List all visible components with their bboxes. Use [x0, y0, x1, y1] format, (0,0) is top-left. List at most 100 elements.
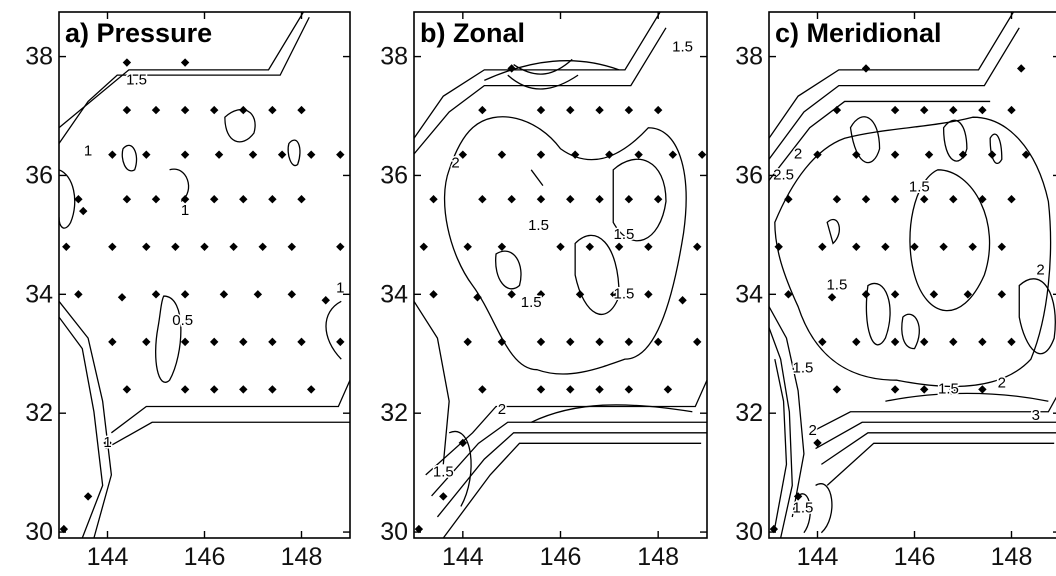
station-marker — [268, 337, 277, 347]
contour-line — [443, 443, 701, 538]
contour-label: 1.5 — [614, 285, 635, 302]
contour-line — [225, 110, 255, 142]
station-marker — [536, 385, 546, 394]
station-marker — [277, 150, 287, 159]
contour-label: 2.5 — [773, 166, 794, 183]
station-marker — [478, 105, 487, 115]
station-marker — [881, 242, 890, 251]
station-marker — [478, 195, 487, 204]
station-marker — [852, 337, 861, 347]
station-marker — [253, 290, 263, 299]
contour-label: 2 — [451, 155, 459, 172]
station-marker — [507, 64, 516, 73]
station-marker — [949, 195, 958, 204]
station-marker — [595, 385, 604, 394]
station-marker — [336, 242, 345, 251]
panel-zonal-title: b) Zonal — [420, 18, 525, 48]
station-marker — [180, 195, 190, 204]
station-marker — [210, 195, 219, 204]
station-marker — [697, 150, 707, 159]
station-marker — [307, 385, 316, 394]
station-marker — [103, 438, 112, 448]
station-marker — [624, 337, 634, 347]
contour-line — [866, 283, 890, 344]
contour-line — [484, 61, 619, 81]
y-tick-label: 34 — [380, 280, 408, 308]
station-marker — [605, 150, 614, 159]
contour-line — [769, 12, 1013, 138]
station-marker — [634, 150, 643, 159]
station-marker — [978, 337, 987, 347]
station-marker — [1007, 337, 1016, 347]
contour-line — [508, 75, 578, 89]
station-marker — [585, 242, 594, 251]
contour-line — [816, 422, 1056, 448]
station-marker — [108, 150, 117, 159]
station-marker — [210, 385, 219, 394]
x-tick-label: 146 — [540, 543, 582, 571]
contour-line — [59, 17, 309, 143]
station-marker — [478, 385, 487, 394]
y-tick-label: 32 — [380, 399, 408, 427]
contour-line — [769, 328, 792, 538]
station-marker — [507, 195, 516, 204]
panel-pressure: 1.5 1 1 0.5 1 1 30 32 34 36 38 144 146 148 a) Pressure — [25, 11, 351, 571]
x-tick-label: 148 — [991, 543, 1033, 571]
contour-line — [414, 301, 449, 464]
contour-line — [111, 380, 350, 433]
station-marker — [566, 337, 575, 347]
station-marker — [924, 150, 934, 159]
station-marker — [570, 150, 580, 159]
station-marker — [122, 58, 132, 67]
station-marker — [890, 337, 900, 347]
contour-label: 1.5 — [909, 178, 930, 195]
contour-line — [613, 159, 666, 240]
station-marker — [180, 290, 190, 299]
contour-label: 1.5 — [521, 294, 542, 311]
station-marker — [122, 195, 132, 204]
y-tick-label: 32 — [735, 399, 763, 427]
station-marker — [624, 195, 634, 204]
contour-label: 1 — [103, 434, 111, 451]
station-marker — [784, 195, 793, 204]
y-tick-label: 38 — [735, 43, 763, 71]
station-marker — [62, 242, 71, 251]
station-marker — [1021, 150, 1031, 159]
station-marker — [268, 105, 277, 115]
station-marker — [180, 105, 190, 115]
contour-label: 1.5 — [528, 217, 549, 234]
station-marker — [536, 105, 546, 115]
station-marker — [784, 290, 793, 299]
station-marker — [1007, 195, 1016, 204]
station-marker — [890, 195, 900, 204]
station-marker — [793, 492, 803, 501]
station-marker — [861, 290, 871, 299]
y-tick-label: 34 — [25, 280, 53, 308]
station-marker — [920, 195, 929, 204]
station-marker — [890, 385, 900, 394]
contour-line — [449, 431, 471, 506]
station-marker — [614, 242, 624, 251]
station-marker — [497, 337, 507, 347]
station-marker — [297, 337, 306, 347]
station-marker — [813, 150, 822, 159]
contour-line — [514, 59, 573, 74]
station-marker — [920, 105, 929, 115]
station-marker — [978, 105, 987, 115]
contour-label: 1 — [84, 143, 92, 160]
station-marker — [79, 206, 88, 216]
contour-line — [496, 251, 521, 289]
station-marker — [624, 105, 634, 115]
contour-line — [775, 359, 787, 527]
contour-label: 1.5 — [826, 276, 847, 293]
contour-label: 1.5 — [672, 39, 693, 56]
contour-label: 0.5 — [172, 312, 193, 329]
y-tick-label: 38 — [380, 43, 408, 71]
station-marker — [774, 242, 783, 251]
station-marker — [151, 195, 161, 204]
contour-line — [827, 443, 1054, 485]
station-marker — [566, 105, 575, 115]
station-marker — [171, 242, 180, 251]
station-marker — [968, 242, 977, 251]
